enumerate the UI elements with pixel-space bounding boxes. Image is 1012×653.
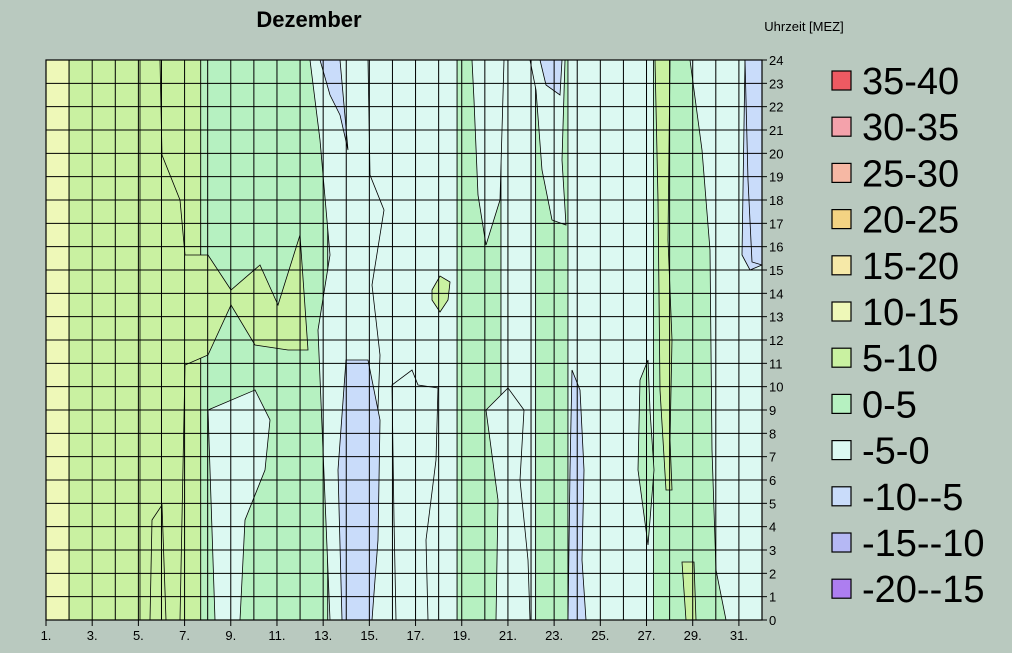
y-tick-label: 7: [769, 450, 776, 465]
legend-swatch: [831, 486, 852, 507]
legend-label: 5-10: [862, 338, 938, 380]
y-tick-label: 16: [769, 240, 783, 255]
legend-label: -10--5: [862, 477, 963, 519]
y-tick-label: 15: [769, 263, 783, 278]
x-tick-label: 21.: [499, 628, 517, 643]
contour-region-minus10-5-day15: [337, 359, 381, 621]
legend-label: 30-35: [862, 107, 959, 149]
x-tick-label: 17.: [407, 628, 425, 643]
y-tick-label: 22: [769, 100, 783, 115]
legend-swatch: [831, 347, 852, 368]
x-tick-label: 3.: [87, 628, 98, 643]
legend-label: -5-0: [862, 431, 930, 473]
legend-label: 0-5: [862, 384, 917, 426]
y-tick-label: 9: [769, 403, 776, 418]
x-tick-label: 1.: [41, 628, 52, 643]
legend-swatch: [831, 393, 852, 414]
y-axis-label: Uhrzeit [MEZ]: [764, 19, 843, 34]
x-tick-label: 23.: [545, 628, 563, 643]
y-tick-label: 14: [769, 286, 783, 301]
y-tick-label: 13: [769, 310, 783, 325]
legend-label: 15-20: [862, 246, 959, 288]
y-tick-label: 17: [769, 216, 783, 231]
x-tick-label: 11.: [268, 628, 285, 643]
contour-region-minus5-0-day17: [391, 369, 439, 621]
x-tick-label: 7.: [179, 628, 190, 643]
legend-swatch: [831, 162, 852, 183]
chart-title: Dezember: [256, 7, 362, 32]
y-tick-label: 4: [769, 520, 776, 535]
y-tick-label: 19: [769, 170, 783, 185]
y-tick-label: 21: [769, 123, 783, 138]
legend-swatch: [831, 70, 852, 91]
contour-region-minus5-0-day23: [529, 59, 567, 226]
legend-swatch: [831, 209, 852, 230]
x-axis: 1. 3. 5. 7. 9. 11. 13. 15. 17. 19. 21. 23. 25. 27. 29.…: [41, 620, 748, 643]
y-tick-label: 2: [769, 566, 776, 581]
contour-region-minus5-0-day9: [207, 389, 271, 621]
legend-label: 20-25: [862, 200, 959, 242]
legend-swatch: [831, 116, 852, 137]
y-tick-label: 6: [769, 473, 776, 488]
y-tick-label: 12: [769, 333, 783, 348]
x-tick-label: 31.: [730, 628, 748, 643]
y-tick-label: 10: [769, 380, 783, 395]
legend-label: -20--15: [862, 569, 985, 611]
x-tick-label: 29.: [684, 628, 702, 643]
y-tick-label: 11: [769, 356, 783, 371]
x-tick-label: 25.: [591, 628, 609, 643]
contour-region-5-10-day28: [654, 59, 673, 491]
y-tick-label: 0: [769, 613, 776, 628]
legend-swatch: [831, 301, 852, 322]
x-tick-label: 19.: [453, 628, 471, 643]
y-tick-label: 18: [769, 193, 783, 208]
legend-swatch: [831, 255, 852, 276]
y-tick-label: 5: [769, 496, 776, 511]
y-tick-label: 20: [769, 146, 783, 161]
x-tick-label: 13.: [314, 628, 332, 643]
x-tick-label: 5.: [133, 628, 144, 643]
x-tick-label: 9.: [225, 628, 236, 643]
x-tick-label: 27.: [637, 628, 655, 643]
legend-label: 35-40: [862, 61, 959, 103]
legend-swatch: [831, 440, 852, 461]
legend-swatch: [831, 578, 852, 599]
legend-label: -15--10: [862, 523, 985, 565]
y-tick-label: 1: [769, 590, 776, 605]
y-tick-label: 8: [769, 426, 776, 441]
y-tick-label: 23: [769, 76, 783, 91]
legend-label: 25-30: [862, 153, 959, 195]
legend-label: 10-15: [862, 292, 959, 334]
legend-swatch: [831, 532, 852, 553]
y-tick-label: 24: [769, 53, 783, 68]
y-tick-label: 3: [769, 543, 776, 558]
x-tick-label: 15.: [360, 628, 378, 643]
contour-region-0-5-day27: [637, 359, 655, 546]
contour-region-5-10-day18: [431, 275, 451, 313]
